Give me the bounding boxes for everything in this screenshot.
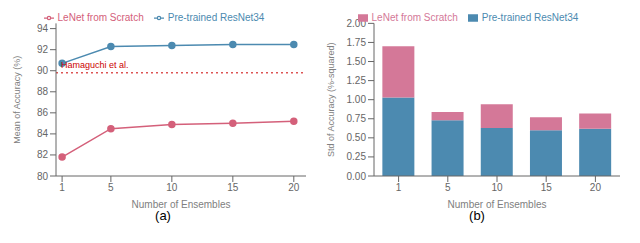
svg-text:86: 86: [37, 107, 49, 118]
html-text:Pre-trained ResNet34: Pre-trained ResNet34: [481, 12, 579, 23]
svg-text:88: 88: [37, 86, 49, 97]
svg-text:82: 82: [37, 149, 49, 160]
svg-text:1.25: 1.25: [347, 75, 367, 86]
svg-text:1.75: 1.75: [347, 37, 367, 48]
svg-text:15: 15: [541, 182, 553, 193]
svg-text:1: 1: [396, 182, 402, 193]
svg-text:10: 10: [166, 182, 178, 193]
svg-text:0.25: 0.25: [347, 151, 367, 162]
svg-text:10: 10: [491, 182, 503, 193]
svg-text:90: 90: [37, 65, 49, 76]
svg-text:0.50: 0.50: [347, 132, 367, 143]
svg-text:80: 80: [37, 171, 49, 182]
html-text:Pre-trained ResNet34: Pre-trained ResNet34: [167, 12, 265, 23]
html-text:LeNet from Scratch: LeNet from Scratch: [57, 12, 144, 23]
svg-text:2.00: 2.00: [347, 18, 367, 29]
svg-text:1.00: 1.00: [347, 94, 367, 105]
svg-text:0.75: 0.75: [347, 113, 367, 124]
svg-text:Mean of Accuracy (%): Mean of Accuracy (%): [12, 56, 22, 144]
svg-text:Number of Ensembles: Number of Ensembles: [448, 199, 547, 208]
svg-text:20: 20: [590, 182, 602, 193]
svg-text:0.00: 0.00: [347, 171, 367, 182]
html-text:(b): (b): [469, 208, 485, 223]
svg-text:5: 5: [445, 182, 451, 193]
svg-text:Std of Accuracy (%-squared): Std of Accuracy (%-squared): [326, 42, 336, 157]
svg-text:84: 84: [37, 128, 49, 139]
svg-text:Number of Ensembles: Number of Ensembles: [132, 199, 231, 208]
svg-text:1.50: 1.50: [347, 56, 367, 67]
svg-text:92: 92: [37, 44, 49, 55]
svg-text:20: 20: [288, 182, 300, 193]
svg-text:5: 5: [108, 182, 114, 193]
svg-text:1: 1: [59, 182, 65, 193]
svg-text:15: 15: [227, 182, 239, 193]
html-text:(a): (a): [155, 208, 171, 223]
svg-text:Hamaguchi et al.: Hamaguchi et al.: [61, 60, 129, 70]
svg-text:94: 94: [37, 23, 49, 34]
html-text:LeNet from Scratch: LeNet from Scratch: [371, 12, 458, 23]
